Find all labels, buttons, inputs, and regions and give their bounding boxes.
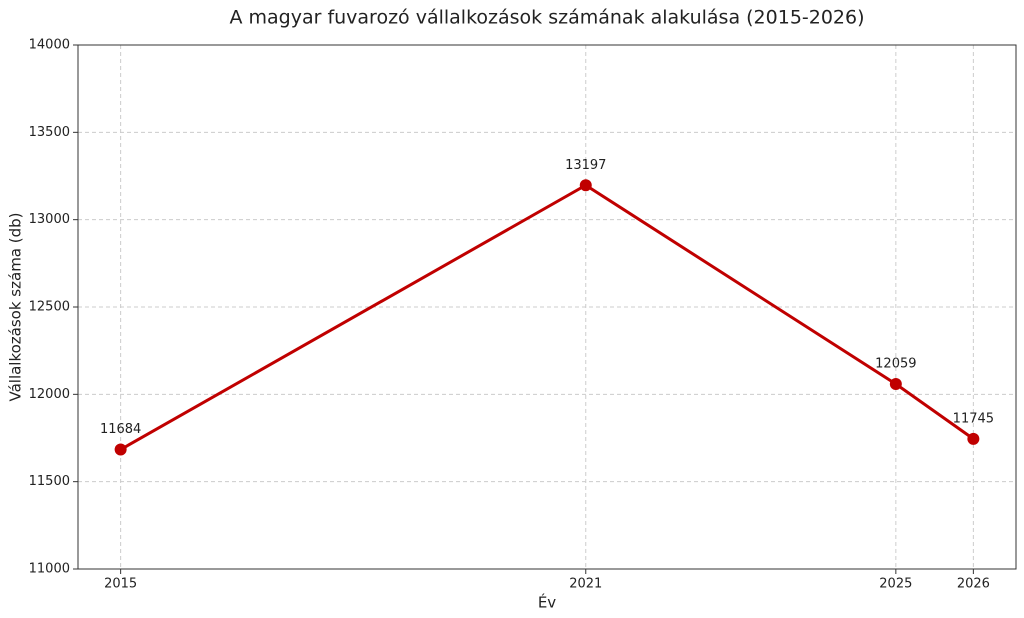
plot-frame xyxy=(77,44,1017,570)
data-label: 11745 xyxy=(953,411,994,426)
y-tick-label: 11000 xyxy=(29,562,70,577)
x-tick-label: 2015 xyxy=(104,577,137,592)
data-label: 12059 xyxy=(875,357,916,372)
data-line xyxy=(119,183,975,451)
x-tick-label: 2026 xyxy=(957,577,990,592)
y-tick-label: 12500 xyxy=(29,300,70,315)
x-axis-label: Év xyxy=(538,593,556,612)
y-tick-label: 13000 xyxy=(29,212,70,227)
data-point xyxy=(579,179,592,192)
data-label: 11684 xyxy=(100,422,141,437)
data-point xyxy=(889,378,902,391)
data-point xyxy=(967,432,980,445)
y-axis-label: Vállalkozások száma (db) xyxy=(7,212,25,401)
y-tick-label: 14000 xyxy=(29,38,70,53)
y-tick-label: 13500 xyxy=(29,125,70,140)
y-tick-label: 12000 xyxy=(29,387,70,402)
chart-title: A magyar fuvarozó vállalkozások számának… xyxy=(229,7,864,29)
data-point xyxy=(114,443,127,456)
x-tick-label: 2025 xyxy=(879,577,912,592)
data-label: 13197 xyxy=(565,158,606,173)
y-tick-label: 11500 xyxy=(29,474,70,489)
x-tick-label: 2021 xyxy=(569,577,602,592)
